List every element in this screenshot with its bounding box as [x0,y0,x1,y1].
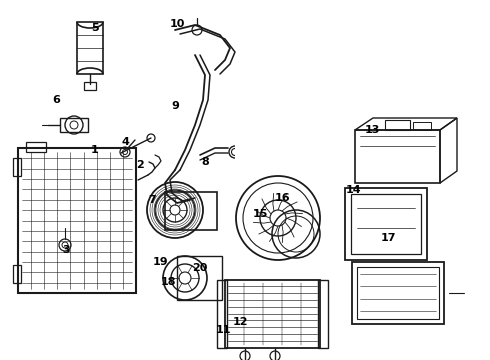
Bar [385,120,410,130]
Text: 6: 6 [52,95,60,105]
Text: 4: 4 [121,137,129,147]
Bar [177,256,222,300]
Bar [77,22,103,74]
Text: 18: 18 [160,277,176,287]
Text: 7: 7 [148,195,156,205]
Bar [13,265,21,283]
Text: 17: 17 [380,233,396,243]
Bar [18,148,136,293]
Bar [225,280,320,348]
Text: 20: 20 [192,263,208,273]
Bar [26,142,46,152]
Text: 10: 10 [170,19,185,29]
Text: 9: 9 [171,101,179,111]
Text: 3: 3 [62,245,70,255]
Bar [217,280,227,348]
Text: 12: 12 [232,317,248,327]
Bar [413,122,431,130]
Text: 13: 13 [364,125,380,135]
Bar [60,118,88,132]
Bar [352,262,444,324]
Text: 16: 16 [274,193,290,203]
Text: 5: 5 [91,23,99,33]
Text: 19: 19 [152,257,168,267]
Bar [355,130,440,183]
Bar [84,82,96,90]
Bar [351,194,421,254]
Bar [13,158,21,176]
Bar [357,267,439,319]
Text: 2: 2 [136,160,144,170]
Text: 11: 11 [215,325,231,335]
Text: 8: 8 [201,157,209,167]
Bar [165,192,217,230]
Text: 15: 15 [252,209,268,219]
Text: 1: 1 [91,145,99,155]
Text: 14: 14 [345,185,361,195]
Bar [345,188,427,260]
Bar [318,280,328,348]
